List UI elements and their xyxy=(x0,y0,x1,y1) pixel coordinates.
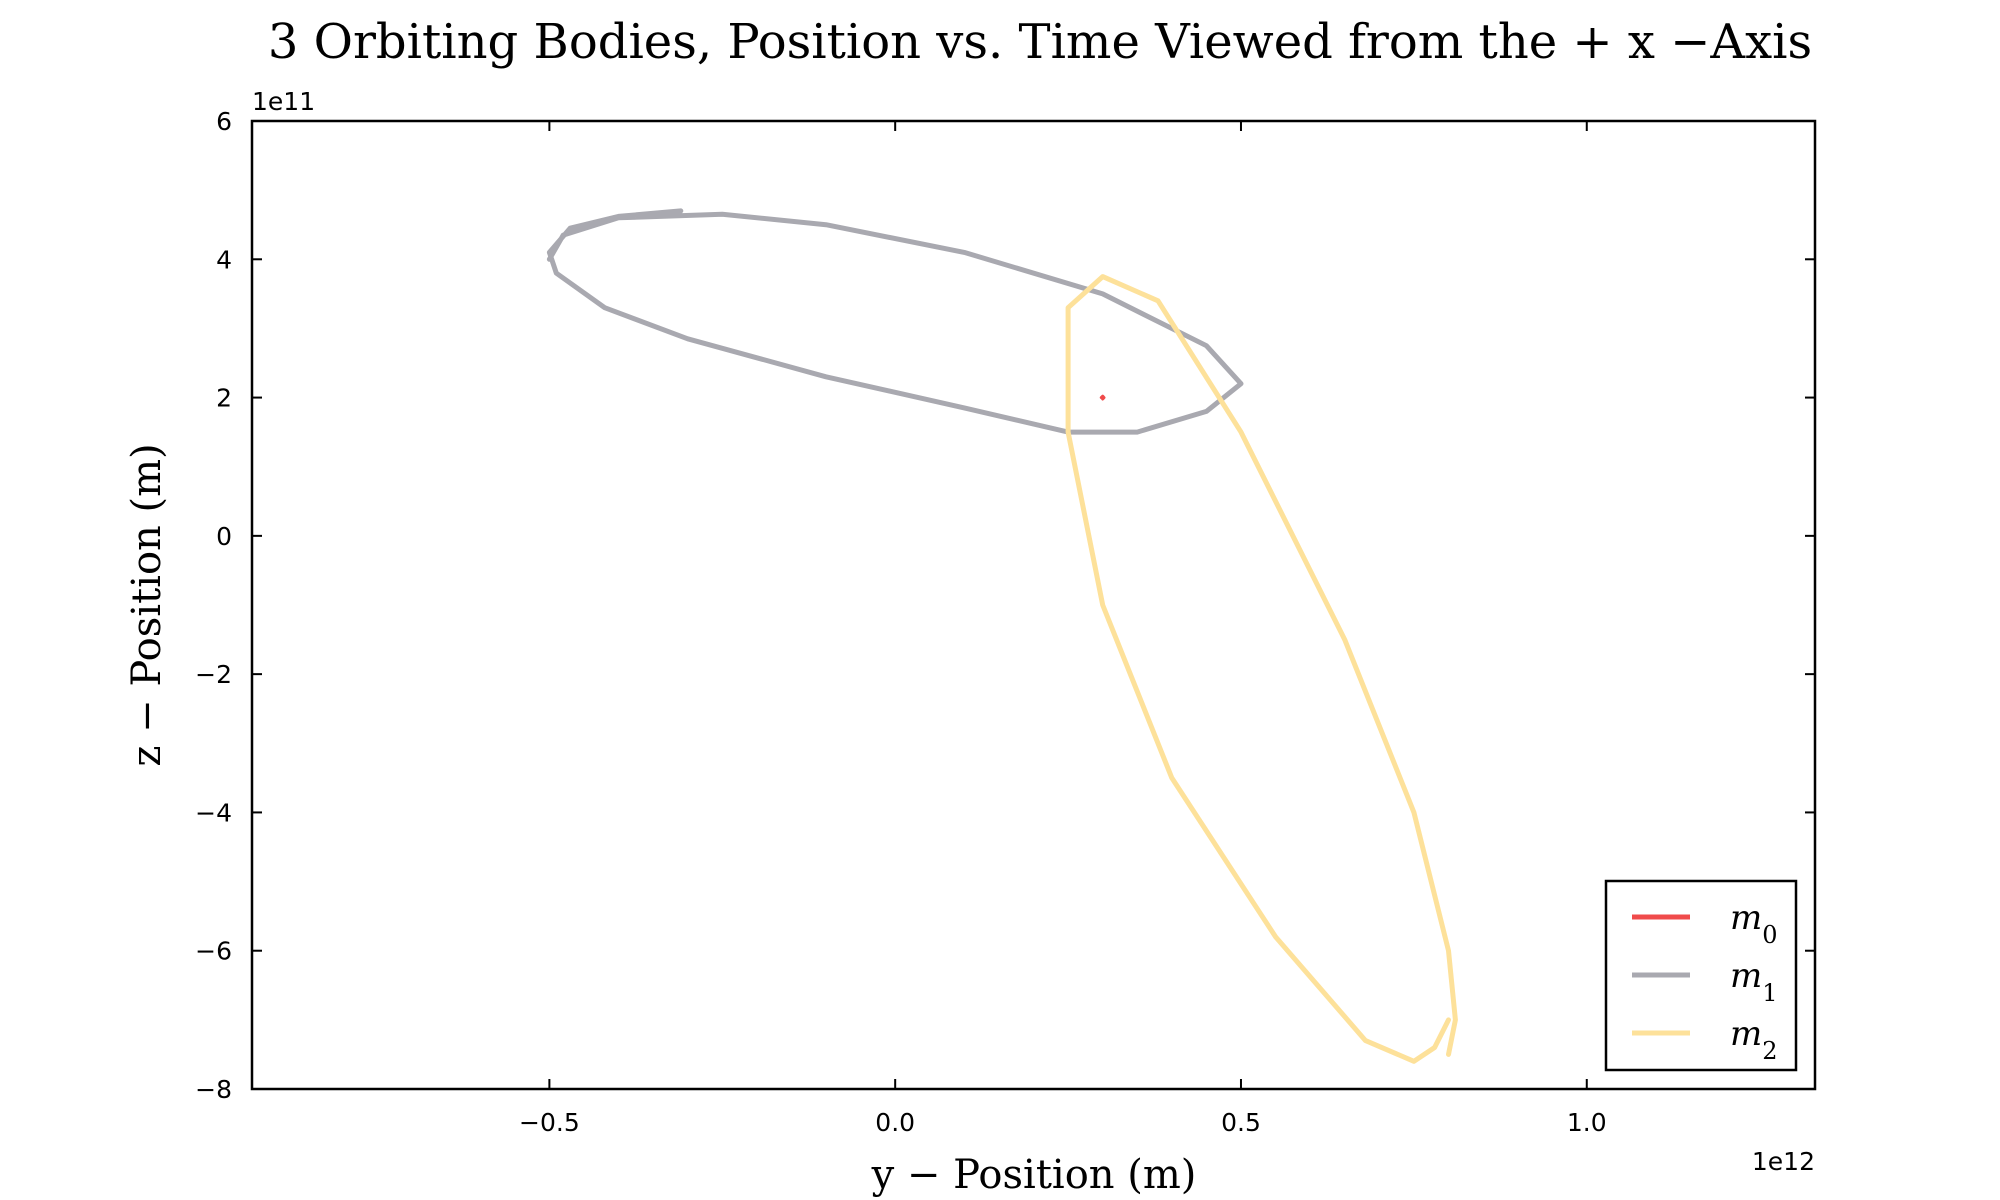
y-tick-label: 6 xyxy=(216,107,232,136)
chart-title: 3 Orbiting Bodies, Position vs. Time Vie… xyxy=(268,14,1812,70)
x-tick-label: −0.5 xyxy=(519,1108,580,1137)
x-axis-label: y − Position (m) xyxy=(871,1152,1197,1198)
series-line-m2 xyxy=(1065,274,1458,1064)
y-tick-label: 0 xyxy=(216,522,232,551)
y-tick-label: −8 xyxy=(195,1075,232,1104)
x-tick-label: 1.0 xyxy=(1567,1108,1607,1137)
y-tick-label: 2 xyxy=(216,384,232,413)
y-axis-label: z − Position (m) xyxy=(124,443,170,766)
y-tick-label: −6 xyxy=(195,937,232,966)
tick-layer: −0.5 0.0 0.5 1.0 −8 −6 −4 −2 0 2 4 6 xyxy=(195,107,1815,1137)
series-layer xyxy=(546,208,1458,1064)
plot-frame xyxy=(250,119,1817,1091)
x-tick-label: 0.5 xyxy=(1221,1108,1261,1137)
y-tick-label: 4 xyxy=(216,245,232,274)
y-offset-label: 1e11 xyxy=(252,87,315,116)
series-line-m1 xyxy=(546,208,1244,435)
series-line-m0 xyxy=(1099,394,1106,401)
y-tick-label: −2 xyxy=(195,660,232,689)
x-offset-label: 1e12 xyxy=(1752,1147,1815,1176)
y-tick-label: −4 xyxy=(195,798,232,827)
x-tick-label: 0.0 xyxy=(875,1108,915,1137)
